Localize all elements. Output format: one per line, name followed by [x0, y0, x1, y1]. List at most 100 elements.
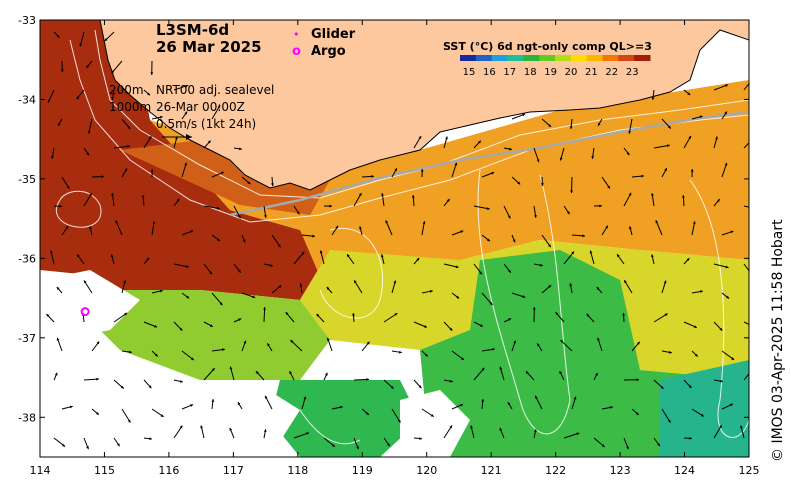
y-tick-label: -36 — [18, 252, 36, 265]
colorbar-title: SST (°C) 6d ngt-only comp QL>=3 — [443, 40, 652, 53]
current-vector — [203, 205, 220, 210]
current-vector-head — [420, 169, 424, 172]
current-vector-head — [101, 175, 104, 179]
argo-label: Argo — [311, 44, 346, 59]
current-vector — [115, 220, 123, 236]
current-vector-head — [663, 280, 667, 284]
glider-symbol: • — [293, 28, 300, 41]
current-vector-head — [79, 43, 83, 47]
current-vector-head — [491, 171, 495, 175]
current-vector-head — [356, 446, 359, 450]
current-vector-head — [650, 254, 654, 258]
scale-arrow — [162, 134, 192, 140]
current-vector-head — [666, 144, 670, 148]
current-vector — [111, 60, 123, 74]
current-vector-head — [319, 250, 323, 254]
colorbar-tick-label: 23 — [626, 67, 639, 78]
current-vector-head — [626, 152, 630, 156]
current-vector-head — [571, 251, 575, 255]
current-vector-head — [190, 230, 194, 233]
current-vector — [743, 142, 749, 149]
current-vector-head — [486, 238, 490, 242]
current-vector-head — [146, 257, 150, 261]
current-vector-head — [540, 183, 544, 186]
colorbar-swatch — [570, 55, 588, 61]
current-vector-head — [296, 211, 300, 215]
current-vector-head — [237, 402, 241, 406]
current-vector-head — [525, 371, 529, 375]
current-vector — [481, 292, 493, 306]
current-vector-head — [83, 280, 87, 284]
current-vector-head — [591, 156, 595, 159]
colorbar-tick-label: 21 — [585, 67, 598, 78]
current-vector-head — [394, 168, 397, 172]
current-vector-head — [271, 183, 274, 186]
current-vector-head — [301, 251, 305, 255]
current-vector — [113, 312, 128, 323]
current-vector-head — [150, 72, 154, 75]
current-vector-head — [154, 324, 158, 328]
current-vector-head — [267, 343, 270, 347]
land-mass — [99, 20, 749, 191]
colorbar-swatch — [602, 55, 619, 61]
current-vector-head — [449, 379, 453, 383]
current-vector — [743, 263, 749, 272]
current-vector-head — [731, 357, 735, 360]
product-title: L3SM-6d — [156, 21, 229, 39]
current-vector-head — [460, 403, 464, 407]
current-vector-head — [688, 135, 691, 139]
current-vector-head — [548, 244, 551, 248]
current-vector-head — [507, 215, 511, 219]
current-vector-head — [111, 193, 115, 196]
current-vector-head — [689, 436, 692, 440]
current-vector-head — [285, 312, 289, 315]
current-vector-head — [548, 124, 552, 127]
current-vector-head — [692, 221, 696, 225]
currents-source: NRT00 adj. sealevel — [156, 83, 274, 97]
current-vector-head — [681, 195, 685, 198]
current-vector-head — [347, 254, 350, 258]
current-vector-head — [277, 244, 281, 248]
current-vector-head — [179, 327, 183, 331]
current-vector-head — [757, 207, 760, 210]
current-vector-head — [586, 313, 590, 317]
current-vector-head — [751, 368, 754, 371]
current-vector-head — [56, 337, 60, 341]
current-vector-head — [147, 92, 150, 96]
sst-green-patch — [270, 380, 420, 457]
colorbar-swatch — [555, 55, 572, 61]
current-vector-head — [87, 130, 91, 134]
current-vector-head — [127, 419, 131, 423]
current-vector-head — [536, 159, 540, 163]
current-vector-head — [595, 372, 598, 376]
current-vector-head — [252, 295, 256, 299]
current-vector-head — [255, 371, 259, 375]
current-vector-head — [50, 250, 53, 254]
current-vector-head — [159, 289, 163, 293]
current-vector-head — [636, 378, 639, 382]
current-vector-head — [179, 425, 183, 429]
current-vector-head — [393, 280, 397, 284]
current-vector-head — [211, 368, 215, 372]
colorbar-swatch — [507, 55, 524, 61]
current-vector — [563, 251, 575, 265]
current-vector-head — [418, 385, 422, 389]
current-vector-head — [335, 225, 339, 229]
current-vector-head — [324, 372, 328, 376]
current-vector-head — [312, 234, 315, 238]
current-vector-head — [316, 313, 320, 317]
current-vector-head — [537, 343, 540, 347]
current-vector-head — [589, 250, 593, 254]
current-vector-head — [110, 254, 114, 258]
x-tick-label: 121 — [481, 464, 502, 477]
current-vector-head — [229, 427, 233, 431]
current-vector-head — [664, 168, 667, 172]
colorbar-tick-label: 20 — [565, 67, 578, 78]
current-vector-head — [329, 204, 332, 208]
current-vector-head — [532, 307, 536, 310]
current-vector — [203, 367, 216, 381]
current-vector-head — [461, 357, 465, 360]
current-vector-head — [570, 190, 574, 193]
current-vector-head — [534, 215, 537, 218]
